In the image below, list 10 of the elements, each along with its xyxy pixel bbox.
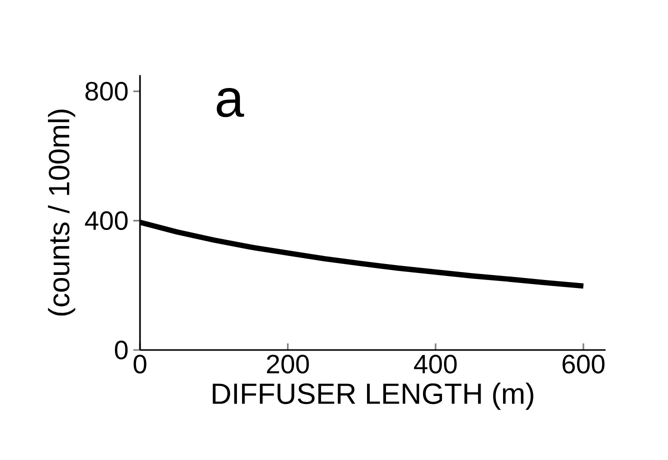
y-tick-label: 800 (85, 82, 128, 101)
y-axis-title: (counts / 100ml) (48, 110, 76, 316)
annotation: a (216, 88, 244, 118)
x-axis-title: DIFFUSER LENGTH (m) (212, 382, 534, 410)
x-tick-label: 400 (414, 354, 457, 374)
x-tick-label: 600 (562, 354, 604, 374)
x-tick-label: 200 (266, 354, 309, 374)
y-tick-label: 400 (84, 211, 128, 230)
y-tick-label: 0 (114, 340, 128, 360)
x-tick-label: 0 (134, 354, 146, 374)
